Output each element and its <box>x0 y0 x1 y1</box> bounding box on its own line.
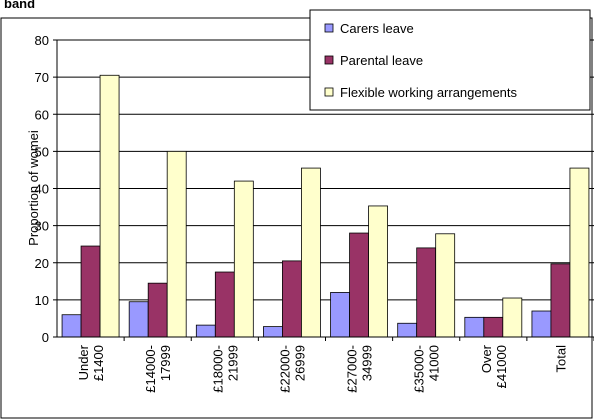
bar <box>330 292 350 338</box>
bar <box>349 232 369 338</box>
x-tick-line: £35000- <box>412 345 427 393</box>
legend-swatch <box>324 55 334 65</box>
bar <box>550 263 571 338</box>
x-tick-label: Over£41000 <box>479 344 509 388</box>
x-tick-line: £41000 <box>494 345 509 388</box>
x-tick-line: £18000- <box>210 345 225 393</box>
x-tick-label: Under£1400 <box>76 344 106 381</box>
x-tick-line: 34999 <box>360 345 375 381</box>
y-tick-label: 10 <box>35 293 49 308</box>
x-tick-line: £22000- <box>277 345 292 393</box>
bar <box>233 180 254 338</box>
y-tick-label: 30 <box>35 219 49 234</box>
x-tick-label: £14000-17999 <box>143 345 173 393</box>
x-tick-label: £27000-34999 <box>345 345 375 393</box>
y-tick-label: 40 <box>35 182 49 197</box>
y-tick-label: 60 <box>35 107 49 122</box>
bar <box>397 322 418 338</box>
legend-label: Parental leave <box>340 53 423 68</box>
x-tick-line: 41000 <box>427 345 442 381</box>
y-axis-label: Proportion of womei <box>26 130 41 246</box>
bar <box>166 150 187 338</box>
x-tick-label: £18000-21999 <box>210 345 240 393</box>
bar <box>61 314 82 338</box>
x-tick-label: £22000-26999 <box>277 345 307 393</box>
x-tick-line: 21999 <box>225 345 240 381</box>
bar <box>263 326 283 338</box>
bar <box>282 260 302 338</box>
x-tick-label: Total <box>553 345 568 373</box>
legend-label: Carers leave <box>340 21 414 36</box>
legend-swatch <box>324 87 334 97</box>
bar <box>128 301 149 338</box>
bar <box>435 233 456 338</box>
x-tick-label: £35000-41000 <box>412 345 442 393</box>
x-tick-line: £1400 <box>91 345 106 381</box>
bar <box>147 282 168 338</box>
legend-swatch <box>324 23 334 33</box>
bar <box>301 167 321 338</box>
x-tick-line: 26999 <box>292 345 307 381</box>
bar <box>80 245 101 338</box>
bar <box>483 316 504 338</box>
x-tick-line: Total <box>553 345 568 373</box>
y-tick-label: 50 <box>35 144 49 159</box>
bar <box>195 324 216 338</box>
y-tick-label: 20 <box>35 256 49 271</box>
y-tick-label: 70 <box>35 70 49 85</box>
bar <box>368 205 388 338</box>
legend-label: Flexible working arrangements <box>340 85 518 100</box>
bar <box>214 271 235 338</box>
bar <box>464 316 485 338</box>
x-tick-line: Under <box>76 344 91 380</box>
bar <box>99 74 120 338</box>
x-tick-line: £14000- <box>143 345 158 393</box>
y-tick-label: 0 <box>42 330 49 345</box>
bar <box>502 297 523 338</box>
x-tick-line: Over <box>479 344 494 373</box>
x-tick-line: 17999 <box>158 345 173 381</box>
bar <box>569 167 590 338</box>
chart-title: band <box>4 0 35 11</box>
legend-box <box>309 9 591 111</box>
y-tick-label: 80 <box>35 33 49 48</box>
x-tick-line: £27000- <box>345 345 360 393</box>
bar <box>531 310 552 338</box>
bar <box>416 247 437 338</box>
